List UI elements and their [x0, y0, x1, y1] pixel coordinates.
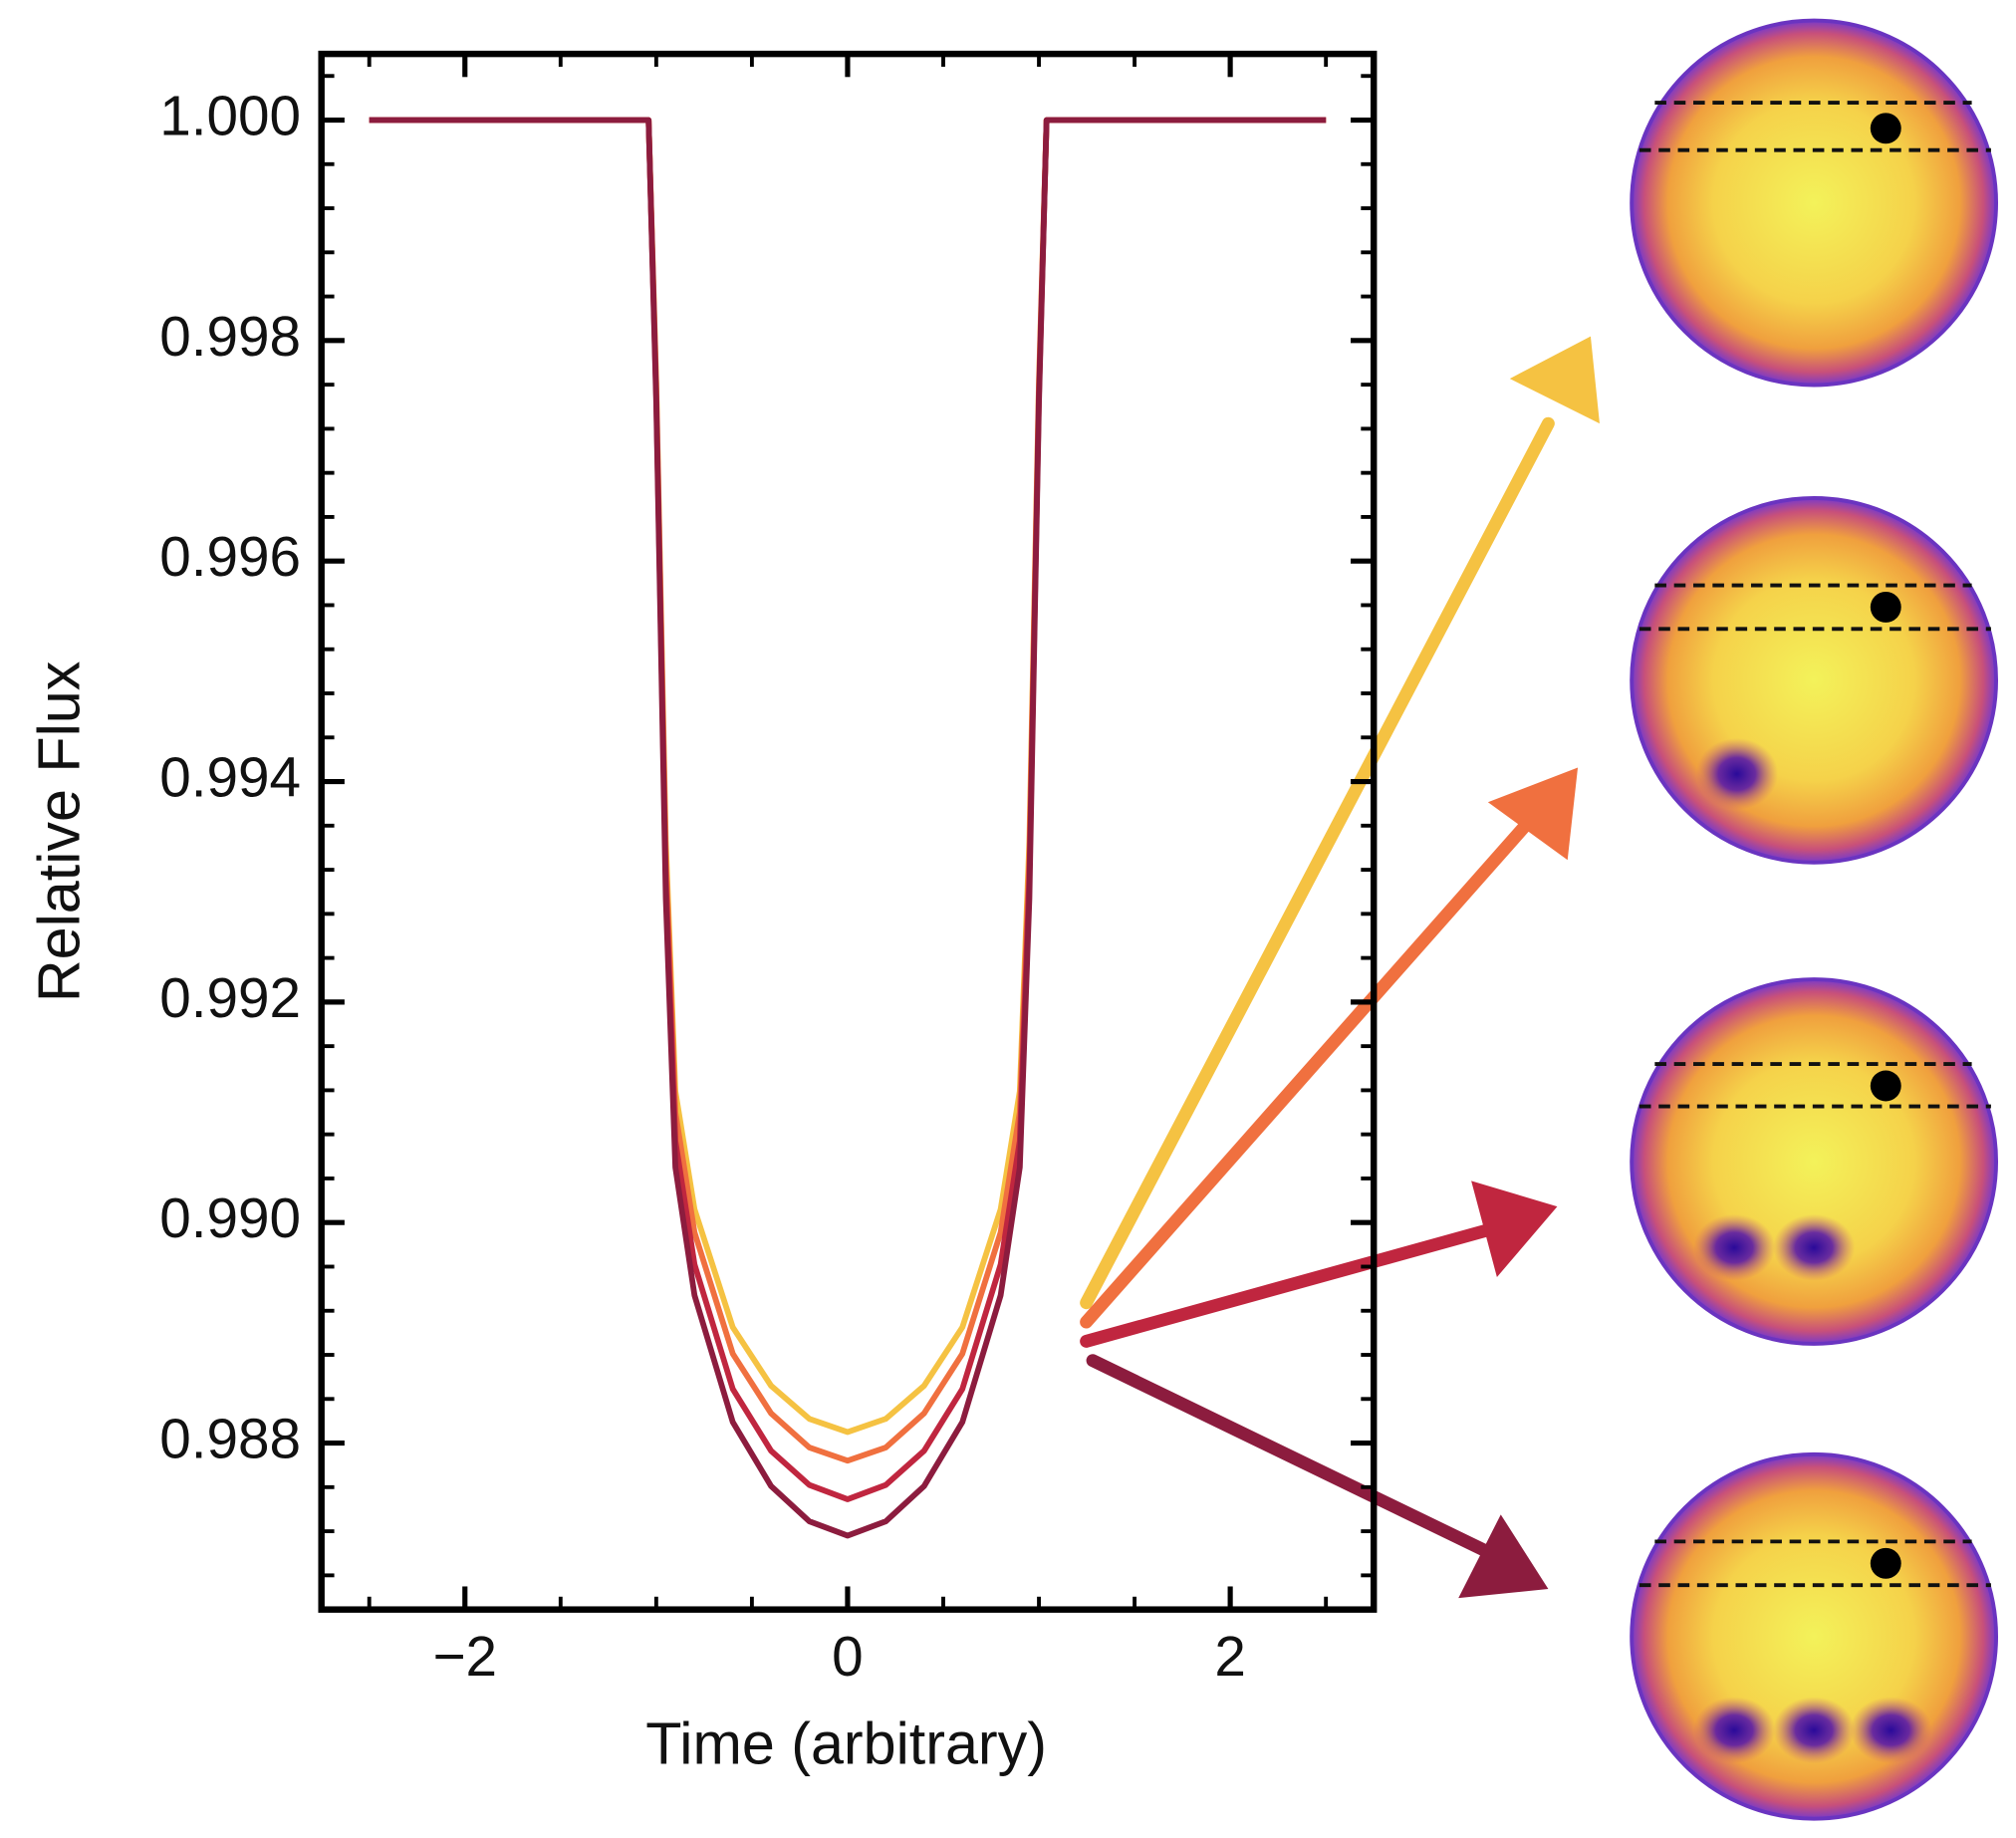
arrow: [1080, 815, 1536, 1329]
arrows: [1080, 336, 1600, 1599]
y-tick-label: 1.000: [159, 85, 301, 147]
arrowhead: [1458, 1514, 1549, 1599]
arrowhead: [1471, 1181, 1558, 1277]
arrow: [1086, 1354, 1510, 1566]
y-tick-label: 0.998: [159, 306, 301, 369]
series-line: [369, 117, 1327, 1464]
arrowhead: [1509, 336, 1600, 424]
y-tick-label: 0.994: [159, 747, 301, 810]
x-tick-label: 0: [832, 1626, 864, 1689]
y-tick-label: 0.988: [159, 1409, 301, 1471]
star: [1630, 18, 1999, 388]
star-diagrams: [1630, 18, 1999, 1821]
arrowhead: [1487, 767, 1579, 861]
y-tick-label: 0.996: [159, 526, 301, 589]
y-axis-label: Relative Flux: [25, 661, 92, 1002]
star: [1630, 977, 1999, 1346]
star: [1630, 495, 1999, 865]
x-tick-label: 2: [1214, 1626, 1246, 1689]
plot-frame: [318, 50, 1378, 1613]
y-tick-label: 0.992: [159, 967, 301, 1030]
x-tick-label: −2: [432, 1626, 497, 1689]
series-line: [369, 117, 1327, 1436]
arrow: [1080, 1218, 1510, 1348]
series-line: [369, 117, 1327, 1502]
x-axis-label: Time (arbitrary): [645, 1709, 1047, 1776]
series-line: [369, 117, 1327, 1539]
star: [1630, 1451, 1999, 1821]
y-tick-label: 0.990: [159, 1187, 301, 1250]
arrow: [1080, 416, 1555, 1310]
